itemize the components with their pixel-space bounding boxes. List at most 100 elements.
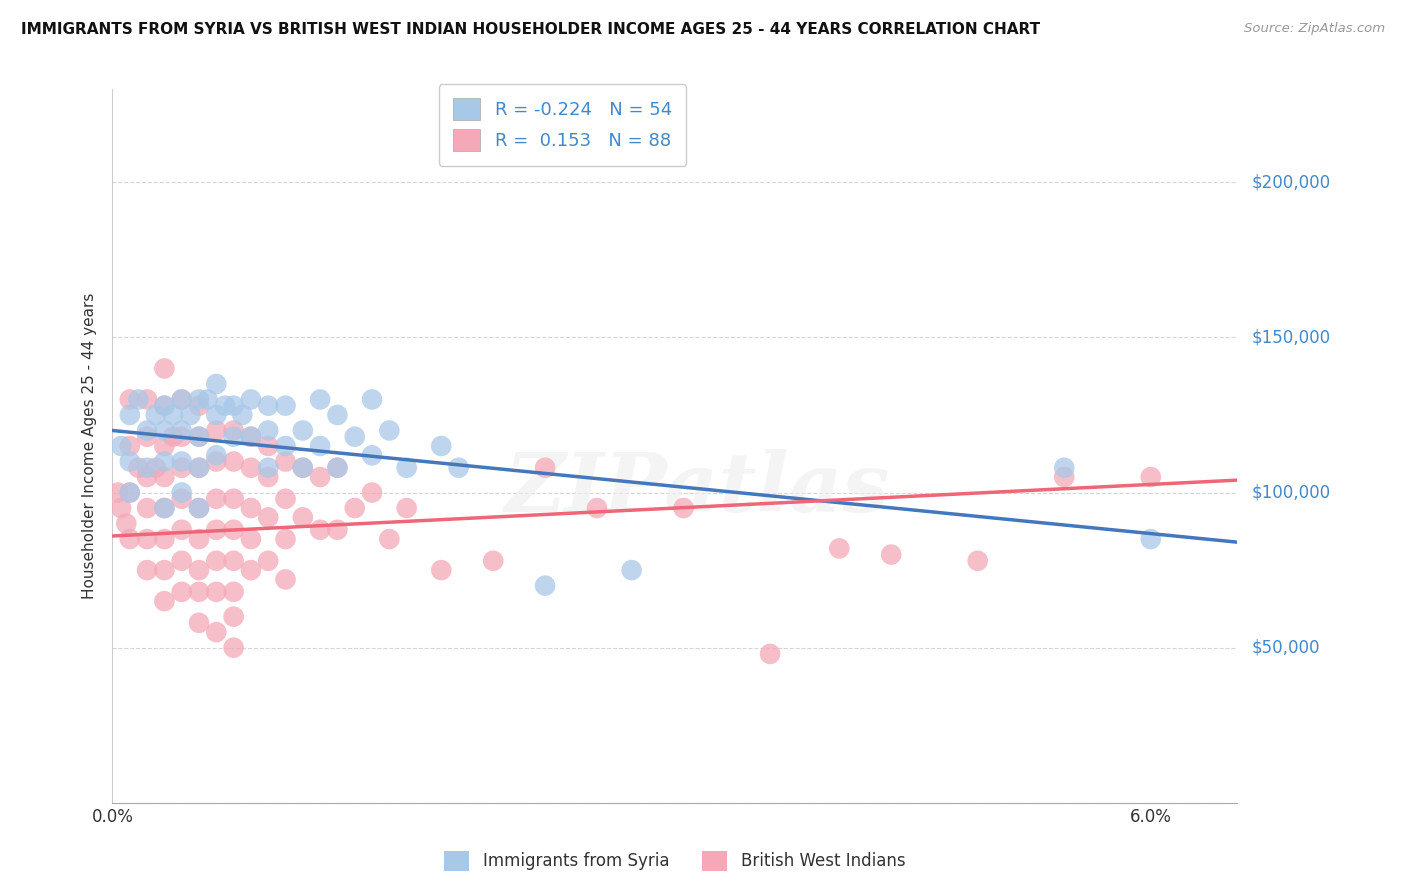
Point (309, 523, 332, 537)
Point (136, 470, 159, 484)
Legend: Immigrants from Syria, British West Indians: Immigrants from Syria, British West Indi… (436, 842, 914, 880)
Point (170, 424, 193, 438)
Point (274, 532, 297, 546)
Point (170, 392, 193, 407)
Point (274, 399, 297, 413)
Text: Source: ZipAtlas.com: Source: ZipAtlas.com (1244, 22, 1385, 36)
Point (274, 491, 297, 506)
Point (291, 424, 314, 438)
Point (378, 424, 401, 438)
Point (222, 454, 245, 468)
Point (1053, 470, 1076, 484)
Point (188, 532, 211, 546)
Point (205, 454, 228, 468)
Point (188, 430, 211, 444)
Point (222, 491, 245, 506)
Point (153, 361, 176, 376)
Point (274, 454, 297, 468)
Point (239, 392, 262, 407)
Point (170, 523, 193, 537)
Point (222, 523, 245, 537)
Point (127, 460, 149, 475)
Point (153, 563, 176, 577)
Point (205, 491, 228, 506)
Point (309, 439, 332, 453)
Point (222, 640, 245, 655)
Point (239, 460, 262, 475)
Point (257, 439, 280, 453)
Point (880, 548, 903, 562)
Point (205, 523, 228, 537)
Point (239, 501, 262, 516)
Point (291, 510, 314, 524)
Point (291, 460, 314, 475)
Point (239, 430, 262, 444)
Point (136, 460, 159, 475)
Point (107, 485, 129, 500)
Point (153, 439, 176, 453)
Point (188, 399, 211, 413)
Point (179, 408, 201, 422)
Point (136, 430, 159, 444)
Point (309, 470, 332, 484)
Point (239, 532, 262, 546)
Point (231, 408, 253, 422)
Point (153, 454, 176, 468)
Point (205, 625, 228, 640)
Point (291, 460, 314, 475)
Point (326, 460, 349, 475)
Point (205, 408, 228, 422)
Legend: R = -0.224   N = 54, R =  0.153   N = 88: R = -0.224 N = 54, R = 0.153 N = 88 (439, 84, 686, 166)
Point (170, 430, 193, 444)
Y-axis label: Householder Income Ages 25 - 44 years: Householder Income Ages 25 - 44 years (82, 293, 97, 599)
Point (222, 430, 245, 444)
Point (361, 485, 384, 500)
Point (257, 470, 280, 484)
Point (239, 563, 262, 577)
Point (153, 532, 176, 546)
Text: $50,000: $50,000 (1251, 639, 1320, 657)
Point (222, 609, 245, 624)
Point (136, 501, 159, 516)
Point (170, 454, 193, 468)
Point (759, 647, 782, 661)
Point (153, 501, 176, 516)
Point (188, 392, 211, 407)
Point (170, 392, 193, 407)
Point (188, 501, 211, 516)
Point (672, 501, 695, 516)
Point (326, 460, 349, 475)
Point (145, 408, 167, 422)
Point (136, 563, 159, 577)
Point (110, 501, 132, 516)
Point (153, 399, 176, 413)
Point (153, 470, 176, 484)
Text: IMMIGRANTS FROM SYRIA VS BRITISH WEST INDIAN HOUSEHOLDER INCOME AGES 25 - 44 YEA: IMMIGRANTS FROM SYRIA VS BRITISH WEST IN… (21, 22, 1040, 37)
Point (170, 491, 193, 506)
Point (118, 485, 141, 500)
Point (118, 454, 141, 468)
Text: $150,000: $150,000 (1251, 328, 1330, 346)
Point (343, 501, 366, 516)
Point (188, 501, 211, 516)
Point (534, 579, 557, 593)
Point (1139, 470, 1161, 484)
Point (274, 439, 297, 453)
Point (205, 376, 228, 391)
Point (257, 424, 280, 438)
Point (136, 424, 159, 438)
Point (214, 399, 236, 413)
Point (620, 563, 643, 577)
Point (188, 584, 211, 599)
Point (586, 501, 609, 516)
Point (118, 485, 141, 500)
Point (110, 439, 132, 453)
Point (257, 510, 280, 524)
Point (534, 460, 557, 475)
Point (188, 563, 211, 577)
Point (205, 424, 228, 438)
Point (118, 532, 141, 546)
Point (378, 532, 401, 546)
Point (170, 485, 193, 500)
Point (326, 408, 349, 422)
